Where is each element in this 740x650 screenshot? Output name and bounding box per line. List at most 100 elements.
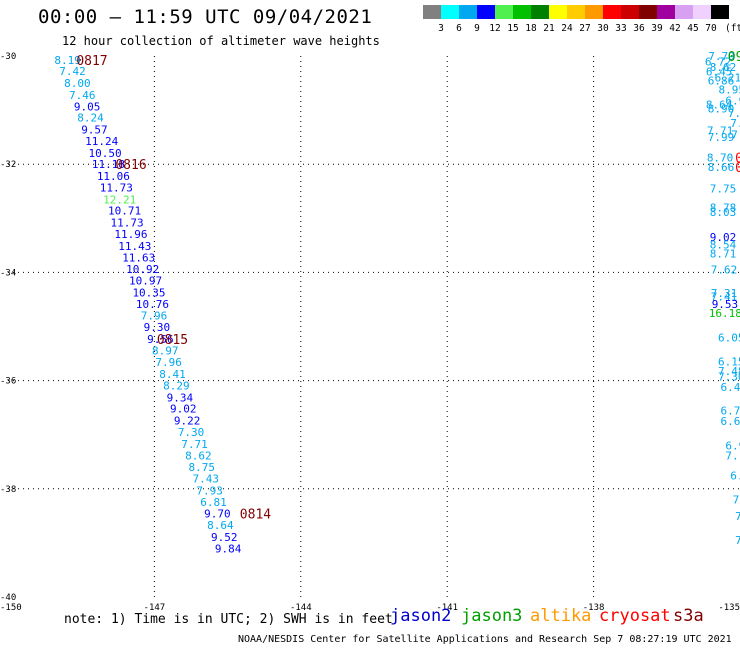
wave-height-label: 7.62 xyxy=(711,264,738,277)
colorbar-tick-label: 36 xyxy=(633,23,645,34)
colorbar-swatch xyxy=(639,5,657,19)
wave-height-label: 9.56 xyxy=(147,333,174,346)
wave-height-label: 7.46 xyxy=(69,89,96,102)
y-tick-label: -38 xyxy=(0,485,16,495)
page-subtitle: 12 hour collection of altimeter wave hei… xyxy=(62,34,380,48)
wave-height-label: 6.76 xyxy=(720,404,740,417)
time-annotation: 0 xyxy=(735,152,740,167)
wave-height-label: 7 xyxy=(735,534,740,547)
wave-height-label: 6.96 xyxy=(725,94,740,107)
time-annotations: 0817 0816 0815 0814 09 00 xyxy=(76,50,740,523)
wave-height-label: 6.45 xyxy=(706,66,733,79)
wave-height-label: 10.76 xyxy=(136,298,169,311)
colorbar-swatch xyxy=(459,5,477,19)
colorbar-tick-label: 45 xyxy=(687,23,698,34)
satellite-legend-s3a: s3a xyxy=(673,606,704,626)
page-title: 00:00 – 11:59 UTC 09/04/2021 xyxy=(38,6,373,28)
wave-height-label: 10.50 xyxy=(89,147,122,160)
plot-grid xyxy=(8,56,740,597)
time-annotation: 0815 xyxy=(157,333,188,348)
satellite-legend-cryosat: cryosat xyxy=(599,606,671,626)
colorbar-swatch xyxy=(531,5,549,19)
wave-height-label: 7. xyxy=(731,128,740,141)
wave-height-label: 7. xyxy=(725,449,738,462)
colorbar-swatch xyxy=(675,5,693,19)
satellite-legend-jason2: jason2 xyxy=(390,606,452,626)
colorbar-swatch xyxy=(477,5,495,19)
wave-height-label: 8.64 xyxy=(207,519,234,532)
wave-height-label: 11.63 xyxy=(122,251,155,264)
colorbar-tick-label: 42 xyxy=(669,23,680,34)
colorbar-tick-label: 18 xyxy=(525,23,537,34)
satellite-legend-altika: altika xyxy=(530,606,592,626)
wave-height-label: 9.22 xyxy=(174,415,201,428)
wave-height-label: 10.71 xyxy=(108,205,141,218)
wave-height-label: 9.02 xyxy=(170,403,197,416)
colorbar-tick-label: 70 xyxy=(705,23,717,34)
wave-height-label: 6.86 xyxy=(708,74,735,87)
wave-height-label: 8.29 xyxy=(163,379,190,392)
wave-height-label: 8.62 xyxy=(185,449,212,462)
time-annotation: 0816 xyxy=(115,158,146,173)
colorbar-swatch xyxy=(603,5,621,19)
wave-height-label: 7.31 xyxy=(711,287,738,300)
wave-height-label: 6.9 xyxy=(725,440,740,453)
wave-height-label: 8.00 xyxy=(64,77,91,90)
y-tick-label: -36 xyxy=(0,377,16,387)
wave-height-label: 10.97 xyxy=(129,275,162,288)
wave-height-label: 7.41 xyxy=(711,291,738,304)
colorbar-swatch xyxy=(495,5,513,19)
wave-height-label: 8.75 xyxy=(189,461,216,474)
wave-height-label: 8.95 xyxy=(719,84,740,97)
wave-height-label: 9.02 xyxy=(710,231,737,244)
wave-height-label: 7.30 xyxy=(718,370,740,383)
wave-height-label: 7.75 xyxy=(710,183,737,196)
wave-height-label: 7.43 xyxy=(192,473,219,486)
wave-height-label: 11.18 xyxy=(92,158,125,171)
wave-height-label: 10.35 xyxy=(132,286,165,299)
wave-height-label: 8.64 xyxy=(706,99,733,112)
colorbar-swatch xyxy=(441,5,459,19)
x-tick-label: -141 xyxy=(436,603,458,613)
wave-height-label: 9.34 xyxy=(167,391,194,404)
wave-height-label: 7. xyxy=(733,494,740,507)
time-annotation: 0817 xyxy=(76,54,107,69)
colorbar-swatch xyxy=(423,5,441,19)
wave-height-label: 6.46 xyxy=(720,381,740,394)
wave-height-label: 9.05 xyxy=(74,100,101,113)
plot-axes: -150 -147 -144 -141 -138 -135 -30 -32 -34 -36 -38 -… xyxy=(0,52,740,613)
wave-height-label: 9.30 xyxy=(144,321,171,334)
colorbar-tick-label: 27 xyxy=(579,23,590,34)
wave-height-label: 11.43 xyxy=(118,240,151,253)
wave-height-label: 6.72 xyxy=(705,55,732,68)
colorbar-tick-label: 33 xyxy=(615,23,626,34)
wave-height-label: 8.41 xyxy=(159,368,186,381)
wave-height-label: 6. xyxy=(730,469,740,482)
wave-height-label: 7.20 xyxy=(728,107,740,120)
wave-height-label: 7.48 xyxy=(718,365,740,378)
x-tick-label: -147 xyxy=(144,603,166,613)
colorbar-tick-label: 15 xyxy=(507,23,518,34)
wave-height-label: 8.62 xyxy=(710,61,737,74)
wave-height-label: 7.96 xyxy=(155,356,182,369)
wave-height-label: 11.73 xyxy=(110,217,143,230)
wave-height-label: 7.99 xyxy=(708,131,735,144)
wave-height-label: 12.21 xyxy=(103,193,136,206)
wave-height-label: 7.30 xyxy=(178,426,205,439)
wave-height-label: 7.71 xyxy=(181,438,208,451)
wave-height-label: 7.79 xyxy=(708,50,735,63)
wave-height-label: 10.92 xyxy=(126,263,159,276)
colorbar-unit-label: (ft) xyxy=(725,23,740,34)
wave-height-label: 7.6 xyxy=(730,117,740,130)
wave-height-label: 8.97 xyxy=(152,344,179,357)
wave-height-label: 11.06 xyxy=(97,170,130,183)
colorbar-tick-label: 30 xyxy=(597,23,609,34)
wave-height-label: 9.57 xyxy=(81,124,108,137)
footer-note: note: 1) Time is in UTC; 2) SWH is in fe… xyxy=(64,612,393,627)
wave-height-label: 9.53 xyxy=(712,298,739,311)
wave-height-label: 7.93 xyxy=(196,484,223,497)
colorbar-tick-label: 21 xyxy=(543,23,555,34)
wave-height-label: 9.70 xyxy=(204,508,231,521)
colorbar-tick-label: 12 xyxy=(489,23,500,34)
